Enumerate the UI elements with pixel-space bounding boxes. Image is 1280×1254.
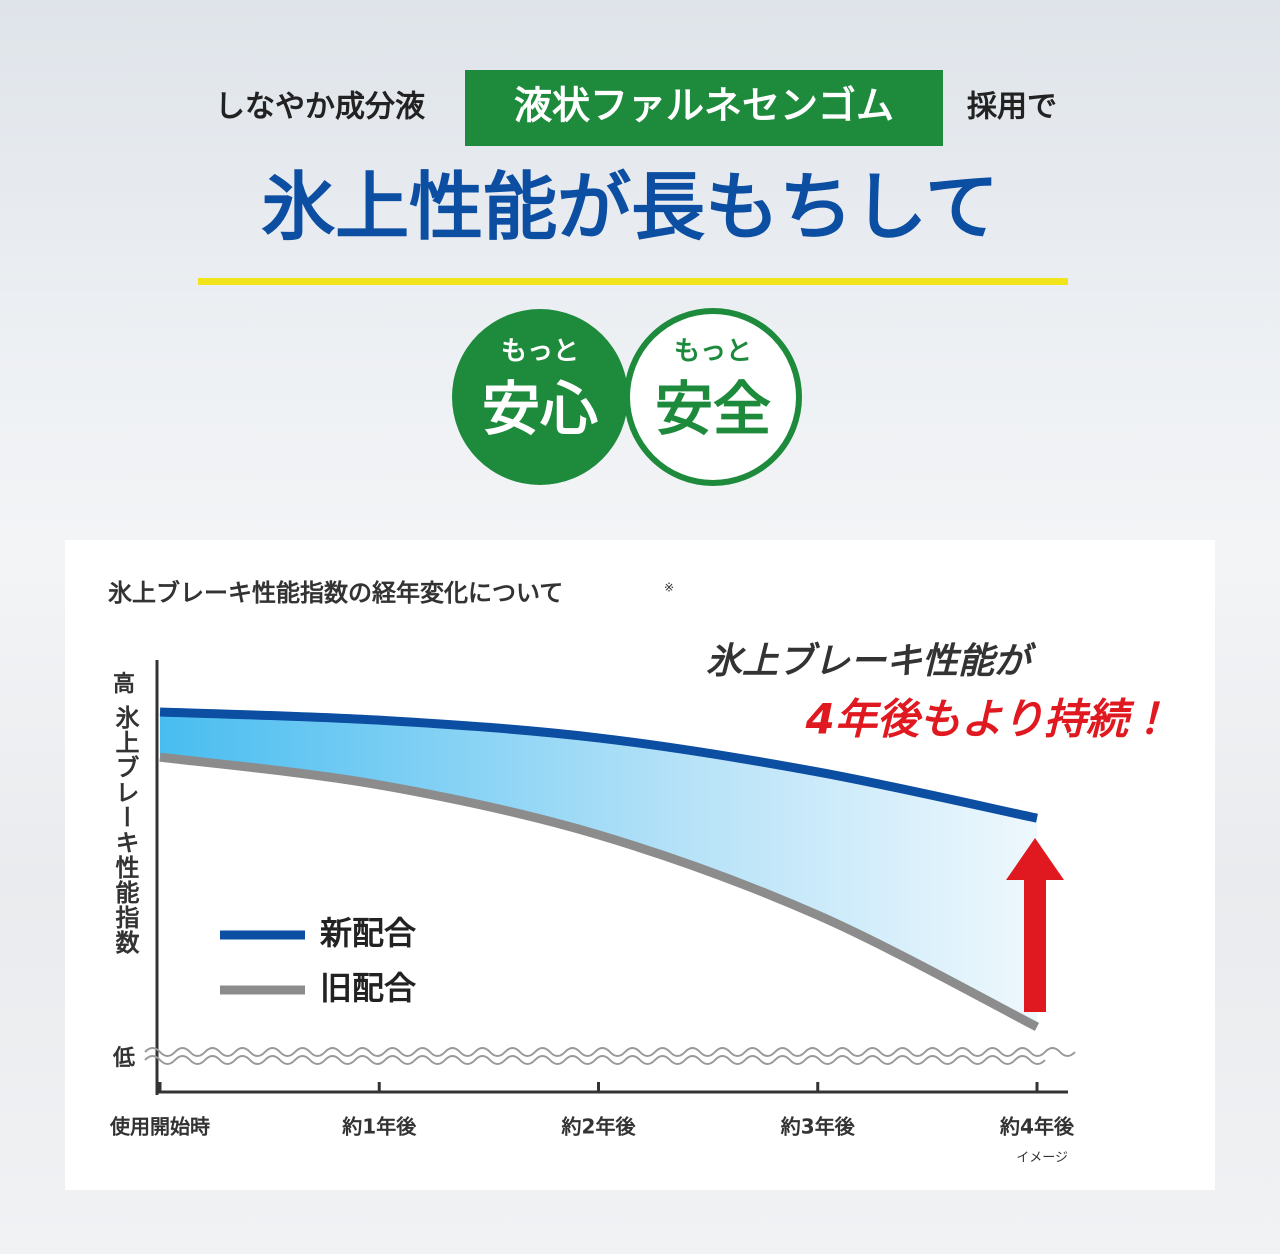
highlight-text: 液状ファルネセンゴム xyxy=(514,84,894,128)
title-note: ※ xyxy=(664,581,674,595)
badge-small: もっと xyxy=(674,337,752,367)
x-tick-label: 約1年後 xyxy=(341,1115,417,1139)
highlight-box xyxy=(465,70,943,146)
series-line xyxy=(159,752,1040,1031)
badge-big: 安心 xyxy=(482,375,598,443)
up-arrow xyxy=(1006,838,1064,1012)
lead-text: しなやか成分液 xyxy=(215,90,426,125)
y-tick-label: 低 xyxy=(112,1046,135,1071)
chart-title: 氷上ブレーキ性能指数の経年変化について xyxy=(108,579,563,607)
legend-label: 旧配合 xyxy=(320,969,417,1007)
y-axis-label: 氷上ブレーキ性能指数 xyxy=(111,705,139,955)
legend-label: 新配合 xyxy=(320,914,417,952)
x-tick-label: 約2年後 xyxy=(561,1115,637,1139)
underline xyxy=(198,278,1068,285)
band-area xyxy=(160,712,1037,1027)
badge-small: もっと xyxy=(501,337,579,367)
badge-big: 安全 xyxy=(655,375,771,443)
lead-text: 採用で xyxy=(967,90,1057,125)
x-tick-label: 使用開始時 xyxy=(109,1115,210,1139)
plot xyxy=(159,707,1040,1031)
footnote: イメージ xyxy=(1016,1151,1068,1166)
annotation: 4年後もより持続！ xyxy=(805,695,1170,744)
y-tick-label: 高 xyxy=(113,671,135,697)
axis-break xyxy=(144,1047,1076,1065)
badge-circle xyxy=(452,309,628,485)
annotation: 氷上ブレーキ性能が xyxy=(706,641,1037,682)
headline: 氷上性能が長もちして xyxy=(261,165,999,251)
x-tick-label: 約3年後 xyxy=(780,1115,856,1139)
badge-circle xyxy=(624,308,802,486)
x-tick-label: 約4年後 xyxy=(999,1115,1075,1139)
series-line xyxy=(159,707,1038,823)
